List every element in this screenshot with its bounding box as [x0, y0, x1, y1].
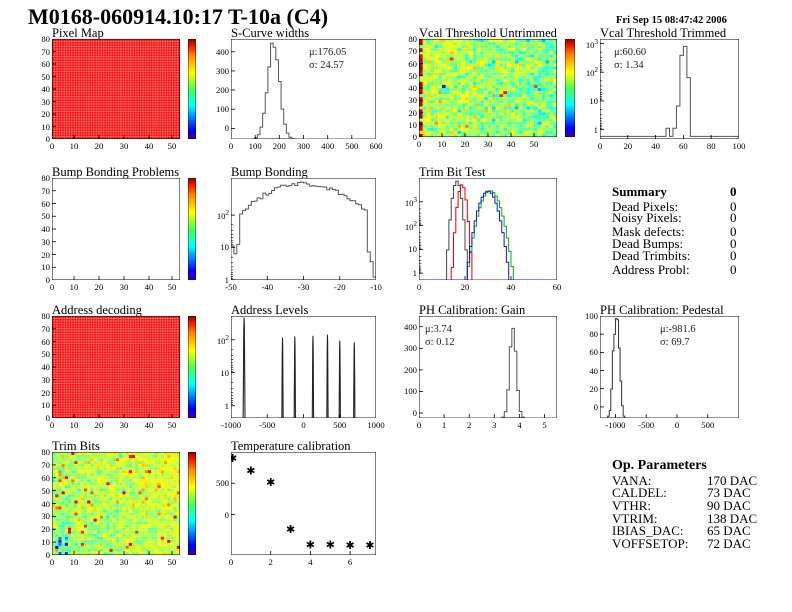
- svg-text:✱: ✱: [306, 540, 315, 552]
- svg-text:✱: ✱: [246, 466, 255, 478]
- svg-text:✱: ✱: [286, 524, 295, 536]
- svg-text:✱: ✱: [326, 540, 335, 552]
- svg-text:✱: ✱: [231, 453, 237, 465]
- svg-text:✱: ✱: [345, 540, 354, 552]
- svg-text:✱: ✱: [365, 540, 374, 552]
- svg-text:✱: ✱: [266, 477, 275, 489]
